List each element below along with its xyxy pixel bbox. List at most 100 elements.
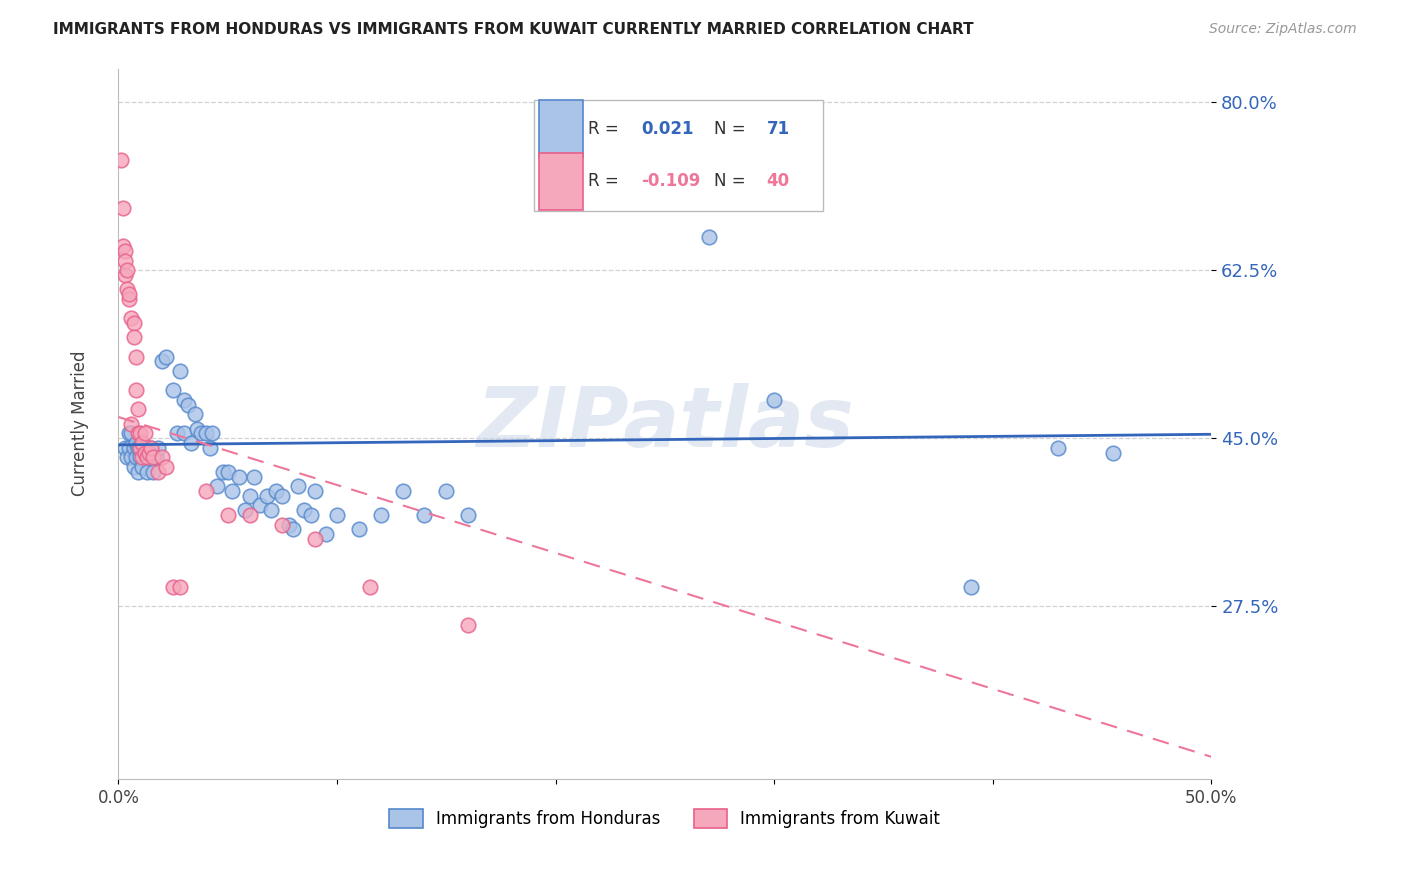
- Point: [115, 263, 138, 277]
- Point: [141, 441, 163, 455]
- Point: [114, 441, 136, 455]
- Point: [146, 441, 169, 455]
- Point: [249, 499, 271, 513]
- Point: [217, 508, 239, 522]
- FancyBboxPatch shape: [538, 100, 583, 157]
- Point: [111, 239, 134, 253]
- Point: [121, 417, 143, 431]
- Point: [217, 465, 239, 479]
- Point: [110, 153, 132, 167]
- Point: [434, 483, 457, 498]
- Text: 71: 71: [766, 120, 790, 137]
- Point: [194, 426, 217, 441]
- Point: [135, 450, 157, 465]
- Point: [264, 483, 287, 498]
- Point: [118, 292, 141, 306]
- Point: [138, 445, 160, 459]
- Point: [134, 445, 156, 459]
- Point: [457, 508, 479, 522]
- Point: [138, 445, 160, 459]
- Point: [127, 441, 149, 455]
- Point: [190, 426, 212, 441]
- Point: [134, 445, 156, 459]
- Point: [194, 483, 217, 498]
- Point: [122, 441, 145, 455]
- Point: [162, 383, 184, 397]
- Point: [326, 508, 349, 522]
- Point: [221, 483, 243, 498]
- Text: N =: N =: [714, 172, 751, 191]
- Text: Source: ZipAtlas.com: Source: ZipAtlas.com: [1209, 22, 1357, 37]
- Point: [131, 450, 153, 465]
- Point: [135, 465, 157, 479]
- Point: [287, 479, 309, 493]
- Point: [283, 522, 305, 536]
- Text: ZIPatlas: ZIPatlas: [477, 384, 853, 464]
- Point: [186, 421, 208, 435]
- Point: [304, 483, 326, 498]
- Point: [121, 311, 143, 326]
- Point: [166, 426, 188, 441]
- Point: [127, 426, 149, 441]
- Text: N =: N =: [714, 120, 751, 137]
- Point: [118, 441, 141, 455]
- Text: 40: 40: [766, 172, 790, 191]
- Point: [125, 383, 148, 397]
- FancyBboxPatch shape: [534, 101, 824, 211]
- Point: [299, 508, 322, 522]
- Point: [391, 483, 413, 498]
- Point: [238, 489, 260, 503]
- Point: [304, 532, 326, 546]
- Point: [292, 503, 315, 517]
- Point: [260, 503, 283, 517]
- Text: 0.021: 0.021: [641, 120, 693, 137]
- Point: [697, 229, 720, 244]
- Point: [121, 426, 143, 441]
- Point: [127, 465, 149, 479]
- Point: [127, 402, 149, 417]
- Point: [238, 508, 260, 522]
- Point: [315, 527, 337, 541]
- Point: [212, 465, 235, 479]
- Point: [129, 441, 152, 455]
- Point: [173, 426, 195, 441]
- Point: [155, 459, 177, 474]
- Point: [162, 580, 184, 594]
- Point: [150, 450, 173, 465]
- Point: [271, 489, 294, 503]
- Point: [205, 479, 228, 493]
- Point: [134, 426, 156, 441]
- Text: IMMIGRANTS FROM HONDURAS VS IMMIGRANTS FROM KUWAIT CURRENTLY MARRIED CORRELATION: IMMIGRANTS FROM HONDURAS VS IMMIGRANTS F…: [53, 22, 974, 37]
- Point: [122, 459, 145, 474]
- Text: -0.109: -0.109: [641, 172, 700, 191]
- Point: [131, 459, 153, 474]
- Point: [114, 244, 136, 258]
- Point: [228, 469, 250, 483]
- Point: [201, 426, 224, 441]
- Point: [125, 350, 148, 364]
- Point: [146, 465, 169, 479]
- Point: [111, 201, 134, 215]
- Point: [118, 426, 141, 441]
- Point: [256, 489, 278, 503]
- Point: [169, 580, 191, 594]
- Text: Currently Married: Currently Married: [72, 351, 89, 497]
- Point: [413, 508, 436, 522]
- Point: [135, 441, 157, 455]
- Point: [125, 436, 148, 450]
- Point: [359, 580, 381, 594]
- Point: [1102, 445, 1125, 459]
- Text: R =: R =: [588, 120, 624, 137]
- FancyBboxPatch shape: [538, 153, 583, 210]
- Point: [114, 253, 136, 268]
- Point: [121, 450, 143, 465]
- Point: [457, 618, 479, 632]
- Point: [122, 316, 145, 330]
- Point: [115, 450, 138, 465]
- Point: [180, 436, 202, 450]
- Point: [142, 465, 165, 479]
- Point: [115, 282, 138, 296]
- Point: [198, 441, 221, 455]
- Point: [233, 503, 256, 517]
- Point: [129, 441, 152, 455]
